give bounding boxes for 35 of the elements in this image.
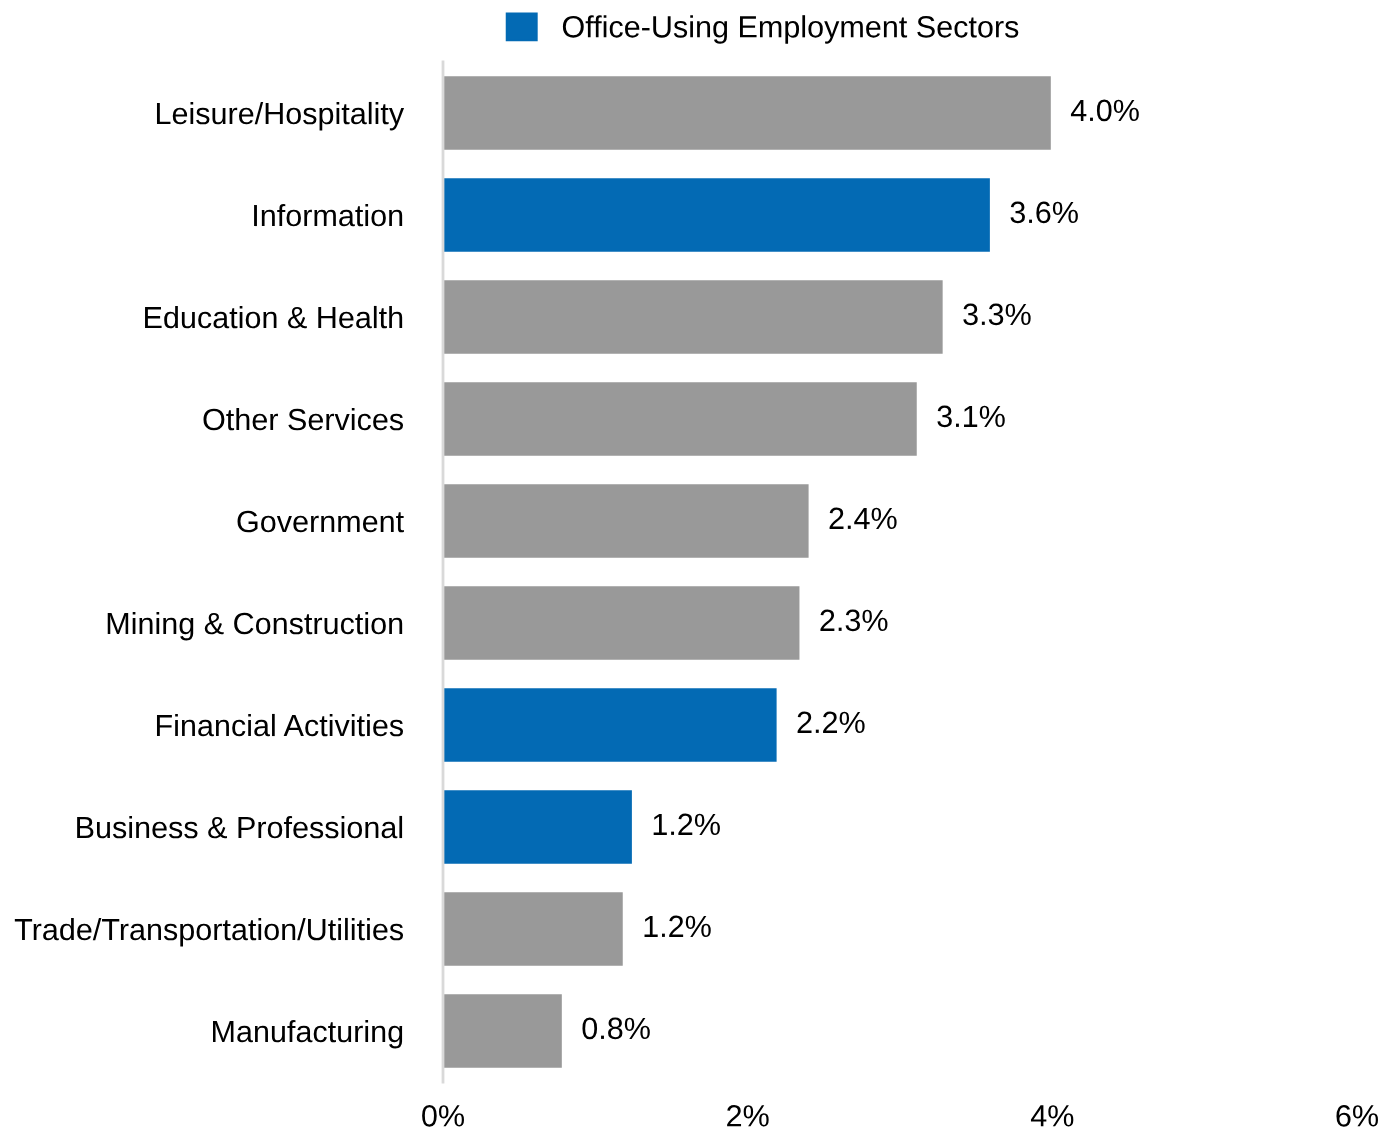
bar: [443, 178, 990, 252]
data-label: 3.3%: [963, 303, 1031, 326]
data-label: 1.2%: [644, 915, 711, 938]
data-label: 0.8%: [582, 1017, 650, 1040]
bar: [443, 382, 917, 456]
data-label: 4.0%: [1070, 99, 1139, 122]
bar: [443, 790, 632, 864]
bar: [443, 892, 623, 966]
y-tick-label: Information: [254, 203, 403, 227]
bar: [443, 76, 1051, 150]
y-tick-label: Leisure/Hospitality: [156, 101, 405, 131]
y-tick-label: Education & Health: [145, 305, 403, 329]
data-label: 2.4%: [829, 507, 897, 530]
y-tick-label: Government: [237, 510, 404, 533]
data-label: 2.3%: [820, 609, 888, 632]
data-label: 3.1%: [937, 405, 1005, 428]
data-label: 3.6%: [1010, 201, 1078, 224]
data-label: 2.2%: [797, 711, 865, 734]
x-tick-label: 0%: [422, 1105, 464, 1127]
bar: [443, 484, 809, 558]
x-tick-label: 2%: [727, 1105, 769, 1127]
x-tick-label: 4%: [1030, 1105, 1074, 1127]
y-tick-label: Business & Professional: [77, 815, 403, 839]
y-tick-label: Trade/Transportation/Utilities: [14, 917, 404, 947]
y-tick-label: Financial Activities: [156, 713, 404, 737]
bar: [443, 994, 562, 1068]
data-label: 1.2%: [653, 813, 720, 836]
y-tick-label: Mining & Construction: [107, 611, 403, 641]
y-tick-label: Manufacturing: [213, 1019, 403, 1049]
y-tick-label: Other Services: [203, 407, 404, 431]
x-tick-label: 6%: [1336, 1105, 1378, 1127]
bar: [443, 586, 800, 660]
legend-label: Office-Using Employment Sectors: [562, 15, 1019, 44]
bar: [443, 280, 943, 354]
bar: [443, 688, 777, 762]
